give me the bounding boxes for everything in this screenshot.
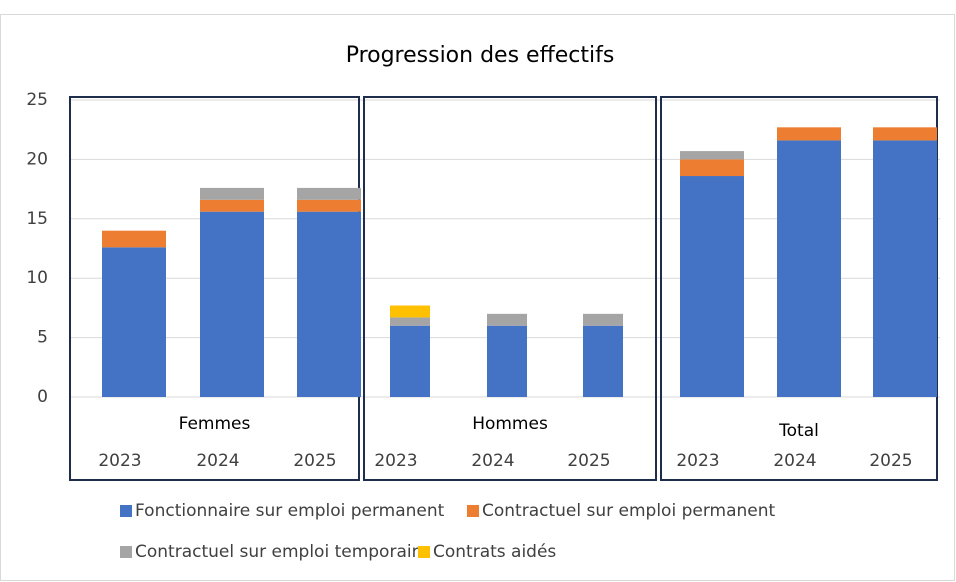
- bar-segment: [873, 140, 937, 397]
- legend-label: Fonctionnaire sur emploi permanent: [135, 501, 445, 521]
- bar-segment: [680, 176, 744, 397]
- y-tick-label: 15: [26, 209, 48, 229]
- bar-segment: [680, 159, 744, 177]
- x-tick-label: 2025: [567, 451, 610, 471]
- bar-segment: [777, 140, 841, 397]
- bar-segment: [583, 325, 623, 397]
- x-tick-label: 2024: [196, 451, 239, 471]
- bar-segment: [297, 199, 361, 212]
- bar-segment: [297, 211, 361, 397]
- x-tick-label: 2024: [471, 451, 514, 471]
- bar-segment: [487, 325, 527, 397]
- group-label: Femmes: [179, 414, 251, 434]
- bar-segment: [200, 211, 264, 397]
- x-tick-label: 2024: [773, 451, 816, 471]
- bar-segment: [390, 317, 430, 326]
- y-tick-label: 20: [26, 149, 48, 169]
- legend-label: Contractuel sur emploi temporaire: [135, 542, 429, 562]
- y-tick-label: 10: [26, 268, 48, 288]
- bar-segment: [200, 199, 264, 212]
- legend-label: Contractuel sur emploi permanent: [482, 501, 776, 521]
- chart-title: Progression des effectifs: [346, 43, 615, 68]
- legend-swatch: [467, 505, 479, 517]
- y-tick-label: 25: [26, 90, 48, 110]
- bar-segment: [200, 187, 264, 200]
- x-tick-label: 2025: [293, 451, 336, 471]
- x-tick-label: 2023: [98, 451, 141, 471]
- x-tick-label: 2023: [374, 451, 417, 471]
- legend-label: Contrats aidés: [433, 542, 556, 562]
- bar-segment: [390, 305, 430, 318]
- bar-segment: [487, 313, 527, 326]
- bar-segment: [102, 230, 166, 248]
- x-tick-label: 2025: [869, 451, 912, 471]
- group-label: Hommes: [472, 414, 548, 434]
- group-label: Total: [778, 421, 819, 441]
- y-tick-label: 0: [37, 387, 48, 407]
- bar-segment: [777, 127, 841, 141]
- legend-swatch: [120, 546, 132, 558]
- group-box: [363, 96, 657, 481]
- bar-segment: [297, 187, 361, 200]
- bar-segment: [102, 247, 166, 397]
- bar-segment: [583, 313, 623, 326]
- bar-segment: [390, 325, 430, 397]
- x-tick-label: 2023: [676, 451, 719, 471]
- bar-segment: [680, 151, 744, 160]
- y-tick-label: 5: [37, 328, 48, 348]
- bar-segment: [873, 127, 937, 141]
- legend-swatch: [120, 505, 132, 517]
- legend-swatch: [418, 546, 430, 558]
